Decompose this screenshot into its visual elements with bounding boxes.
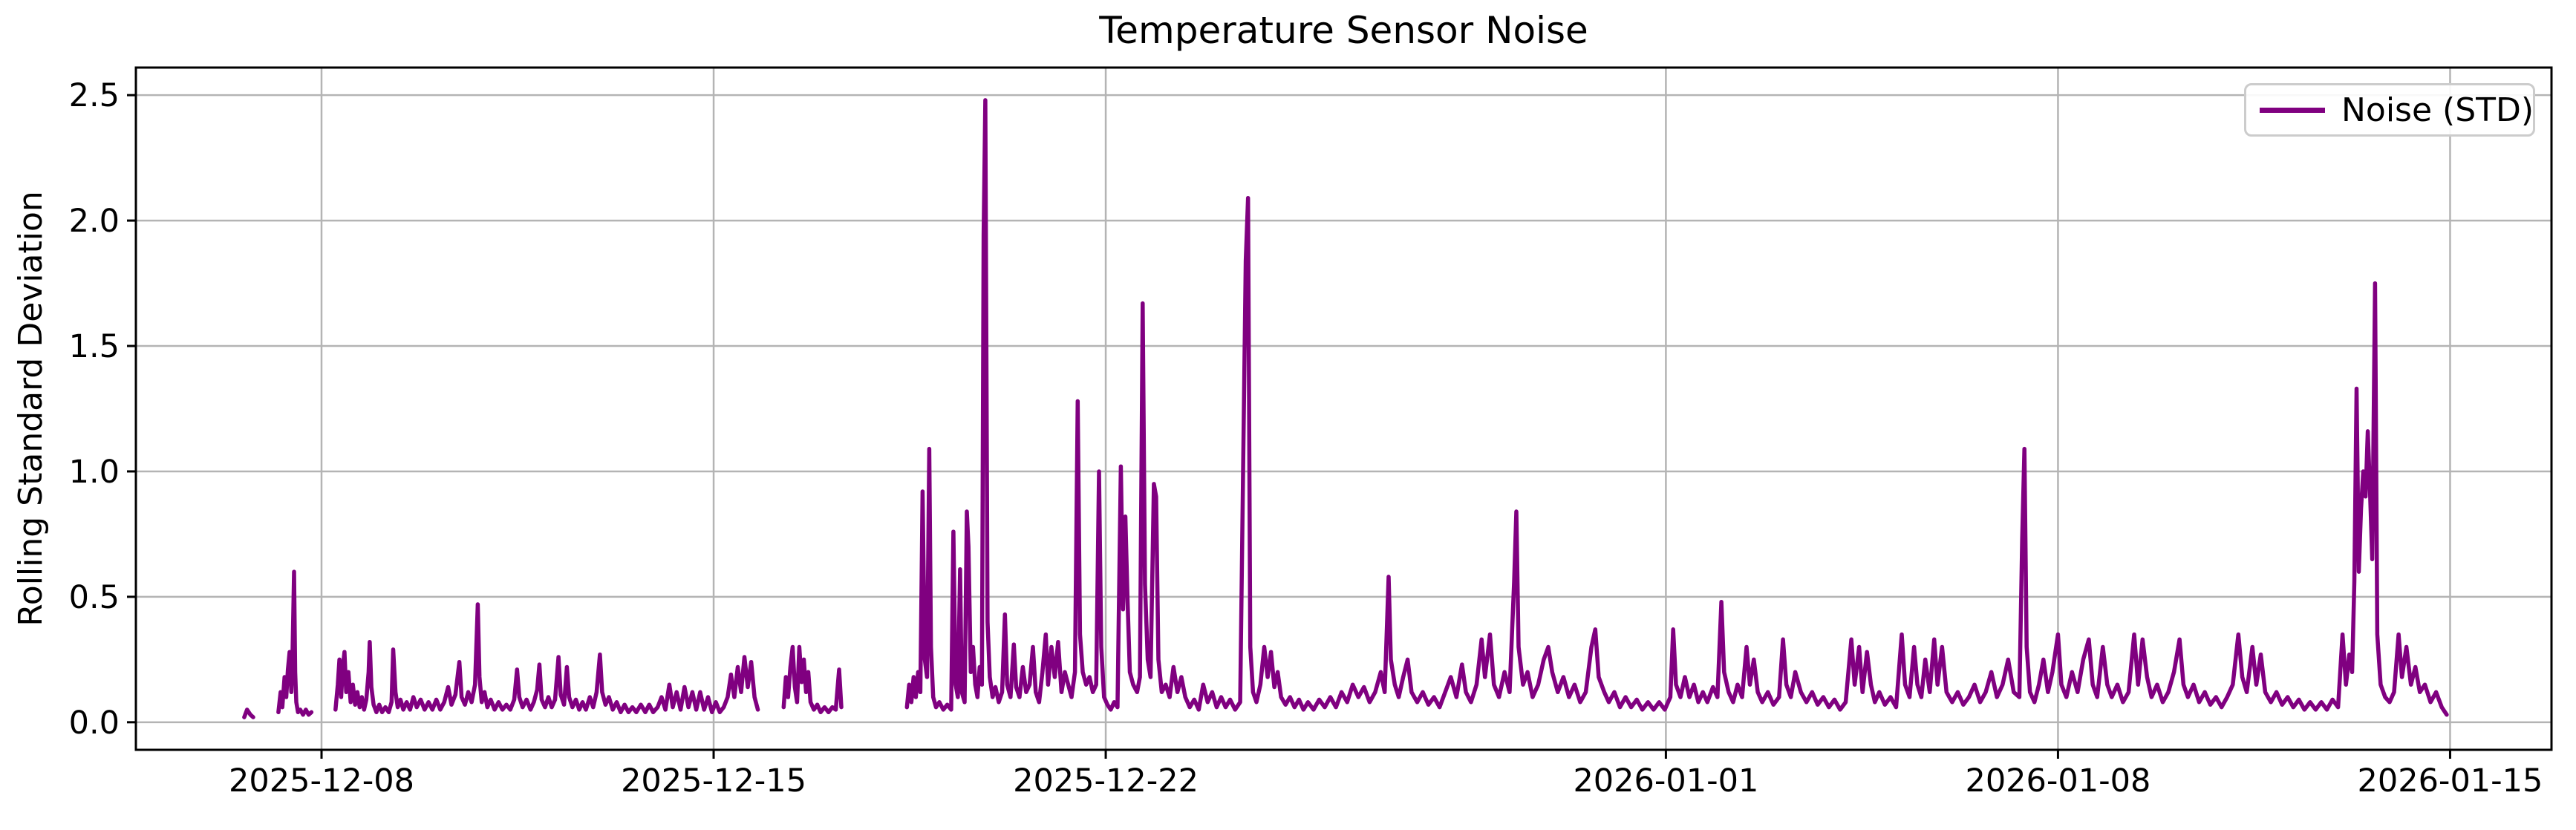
- y-tick-label: 2.0: [69, 203, 120, 240]
- noise-std-line: [242, 98, 2449, 719]
- y-tick-label: 0.0: [69, 705, 120, 742]
- legend-line-swatch: [2260, 107, 2325, 113]
- y-tick-label: 0.5: [69, 579, 120, 616]
- y-tick-label: 1.0: [69, 454, 120, 491]
- x-tick-label: 2026-01-01: [1573, 762, 1758, 800]
- legend: Noise (STD): [2244, 83, 2535, 137]
- x-tick-label: 2025-12-22: [1013, 762, 1199, 800]
- y-axis-label-text: Rolling Standard Deviation: [11, 190, 50, 627]
- y-tick-label: 2.5: [69, 77, 120, 114]
- legend-label: Noise (STD): [2341, 91, 2534, 129]
- chart-title: Temperature Sensor Noise: [1099, 9, 1588, 52]
- y-tick-label: 1.5: [69, 328, 120, 365]
- axes-spines: [134, 66, 2553, 751]
- x-tick-label: 2025-12-08: [229, 762, 414, 800]
- x-tick-label: 2025-12-15: [621, 762, 806, 800]
- y-axis-label: Rolling Standard Deviation: [11, 0, 50, 817]
- x-tick-label: 2026-01-08: [1965, 762, 2151, 800]
- x-tick-label: 2026-01-15: [2358, 762, 2543, 800]
